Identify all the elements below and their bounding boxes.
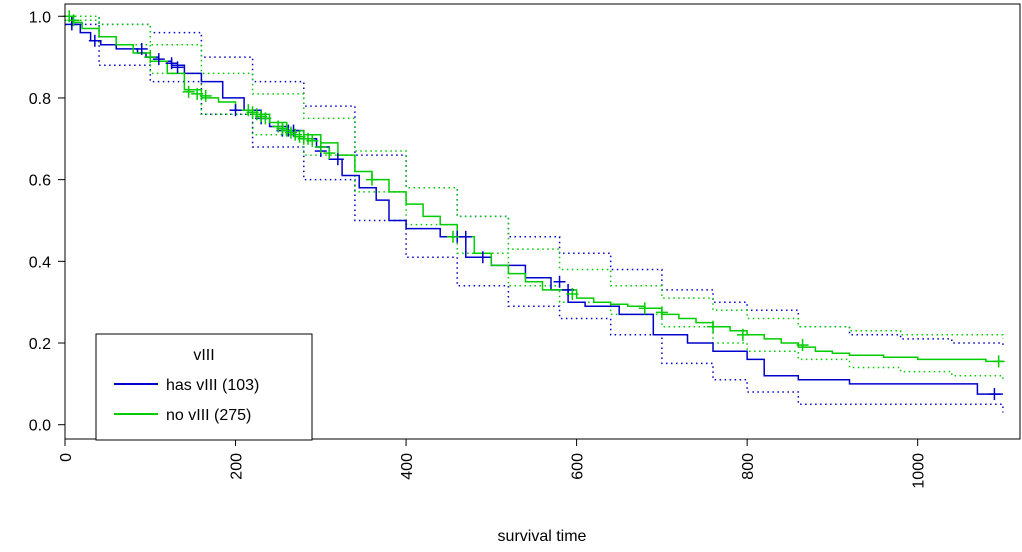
censor-mark-no-viii bbox=[323, 147, 336, 160]
censor-mark-no-viii bbox=[144, 51, 157, 64]
axes: 0.0 0.2 0.4 0.6 0.8 1.0 0 200 400 600 800 1000 bbox=[29, 9, 928, 488]
ci-lower-has-viii bbox=[65, 23, 1004, 413]
legend: vIII has vIII (103) no vIII (275) bbox=[95, 333, 313, 441]
y-tick-label: 0.8 bbox=[29, 91, 51, 108]
censor-mark-has-viii bbox=[476, 251, 489, 264]
censor-mark-has-viii bbox=[331, 153, 344, 166]
curve-has-viii bbox=[65, 15, 1003, 395]
censor-mark-no-viii bbox=[992, 355, 1005, 368]
censor-mark-no-viii bbox=[655, 306, 668, 319]
legend-label-no-viii: no vIII (275) bbox=[166, 407, 251, 424]
censor-mark-no-viii bbox=[306, 134, 319, 147]
censor-mark-no-viii bbox=[259, 112, 272, 125]
legend-label-has-viii: has vIII (103) bbox=[166, 377, 259, 394]
censor-mark-no-viii bbox=[182, 85, 195, 98]
ci-upper-has-viii bbox=[65, 15, 1004, 348]
plot-frame bbox=[64, 3, 1021, 440]
censor-mark-has-viii bbox=[988, 388, 1001, 401]
censor-mark-no-viii bbox=[199, 89, 212, 102]
y-tick-label: 0.0 bbox=[29, 418, 51, 435]
y-tick-label: 0.4 bbox=[29, 254, 51, 271]
censor-mark-no-viii bbox=[736, 328, 749, 341]
censor-mark-no-viii bbox=[67, 14, 80, 27]
ci-upper-no-viii bbox=[65, 15, 1004, 339]
curve-no-viii bbox=[65, 15, 1003, 363]
censor-marks bbox=[63, 10, 1005, 401]
legend-title: vIII bbox=[193, 347, 214, 364]
censor-mark-has-viii bbox=[553, 275, 566, 288]
y-tick-label: 0.2 bbox=[29, 336, 51, 353]
censor-mark-no-viii bbox=[365, 173, 378, 186]
censor-mark-has-viii bbox=[88, 34, 101, 47]
x-tick-label: 600 bbox=[570, 453, 587, 480]
x-tick-label: 200 bbox=[229, 453, 246, 480]
censor-mark-no-viii bbox=[446, 230, 459, 243]
legend-box bbox=[95, 333, 313, 441]
censor-mark-has-viii bbox=[135, 42, 148, 55]
x-tick-label: 0 bbox=[58, 453, 75, 462]
ci-lower-no-viii bbox=[65, 19, 1004, 380]
censor-mark-has-viii bbox=[229, 104, 242, 117]
censor-mark-no-viii bbox=[638, 302, 651, 315]
x-tick-label: 1000 bbox=[911, 453, 928, 489]
censor-mark-no-viii bbox=[707, 320, 720, 333]
censor-mark-has-viii bbox=[459, 230, 472, 243]
censor-mark-has-viii bbox=[152, 53, 165, 66]
x-tick-label: 400 bbox=[399, 453, 416, 480]
censor-mark-no-viii bbox=[191, 87, 204, 100]
x-axis-label: survival time bbox=[498, 528, 587, 545]
censor-mark-has-viii bbox=[171, 61, 184, 74]
censor-mark-no-viii bbox=[314, 140, 327, 153]
y-tick-label: 0.6 bbox=[29, 173, 51, 190]
y-tick-label: 1.0 bbox=[29, 9, 51, 26]
x-tick-label: 800 bbox=[740, 453, 757, 480]
censor-mark-no-viii bbox=[566, 288, 579, 300]
censor-mark-no-viii bbox=[796, 339, 809, 352]
